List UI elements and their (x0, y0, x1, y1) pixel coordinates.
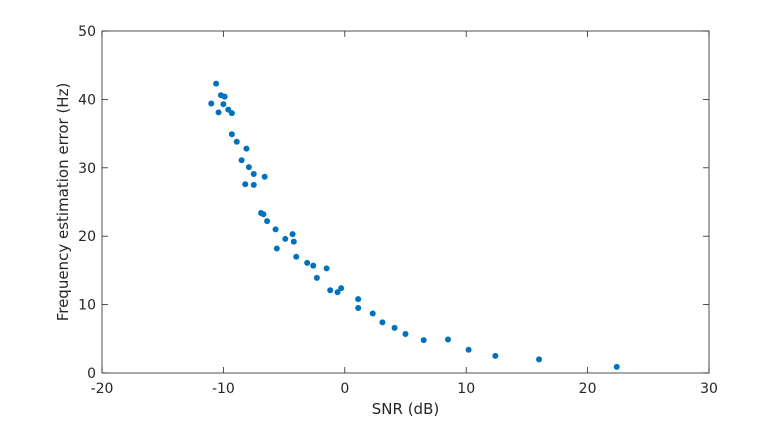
data-point (242, 181, 249, 188)
data-point (334, 289, 341, 296)
data-point (290, 238, 297, 245)
data-point (304, 259, 311, 266)
data-point (221, 93, 228, 100)
data-point (228, 110, 235, 117)
data-points (208, 80, 620, 370)
x-tick-label: 20 (579, 381, 597, 397)
y-tick-label: 0 (87, 366, 96, 382)
x-tick-label: -20 (91, 381, 114, 397)
data-point (273, 245, 280, 252)
data-point (293, 253, 300, 260)
data-point (261, 173, 268, 180)
x-axis-label: SNR (dB) (372, 400, 439, 418)
data-point (233, 138, 240, 145)
data-point (536, 356, 543, 363)
data-point (327, 287, 334, 294)
data-point (250, 181, 257, 188)
x-tick-label: -10 (212, 381, 235, 397)
y-tick-label: 50 (78, 24, 96, 40)
data-point (492, 352, 499, 359)
data-point (420, 337, 427, 344)
data-point (220, 101, 227, 108)
data-point (369, 310, 376, 317)
data-point (213, 80, 220, 87)
y-tick-label: 20 (78, 229, 96, 245)
data-point (289, 231, 296, 238)
data-point (444, 336, 451, 343)
data-point (272, 226, 279, 233)
data-point (355, 296, 362, 303)
data-point (310, 262, 317, 269)
y-tick-label: 30 (78, 161, 96, 177)
data-point (313, 274, 320, 281)
data-point (208, 100, 215, 107)
x-tick-label: 10 (457, 381, 475, 397)
data-point (355, 305, 362, 312)
y-axis-ticks: 0 10 20 30 40 50 (78, 24, 709, 382)
x-tick-label: 0 (340, 381, 349, 397)
x-tick-label: 30 (700, 381, 718, 397)
data-point (250, 170, 257, 177)
data-point (613, 363, 620, 370)
data-point (465, 346, 472, 353)
data-point (215, 109, 222, 116)
data-point (282, 235, 289, 242)
data-point (238, 157, 245, 164)
data-point (323, 265, 330, 272)
y-tick-label: 10 (78, 298, 96, 314)
data-point (379, 319, 386, 326)
x-axis-ticks: -20 -10 0 10 20 30 (91, 31, 718, 397)
plot-area (101, 30, 710, 374)
y-axis-label: Frequency estimation error (Hz) (54, 83, 72, 322)
data-point (391, 324, 398, 331)
y-tick-label: 40 (78, 92, 96, 108)
data-point (402, 331, 409, 338)
data-point (260, 211, 267, 218)
data-point (338, 285, 345, 292)
data-point (245, 164, 252, 171)
data-point (243, 145, 250, 152)
data-point (228, 131, 235, 138)
data-point (264, 218, 271, 225)
